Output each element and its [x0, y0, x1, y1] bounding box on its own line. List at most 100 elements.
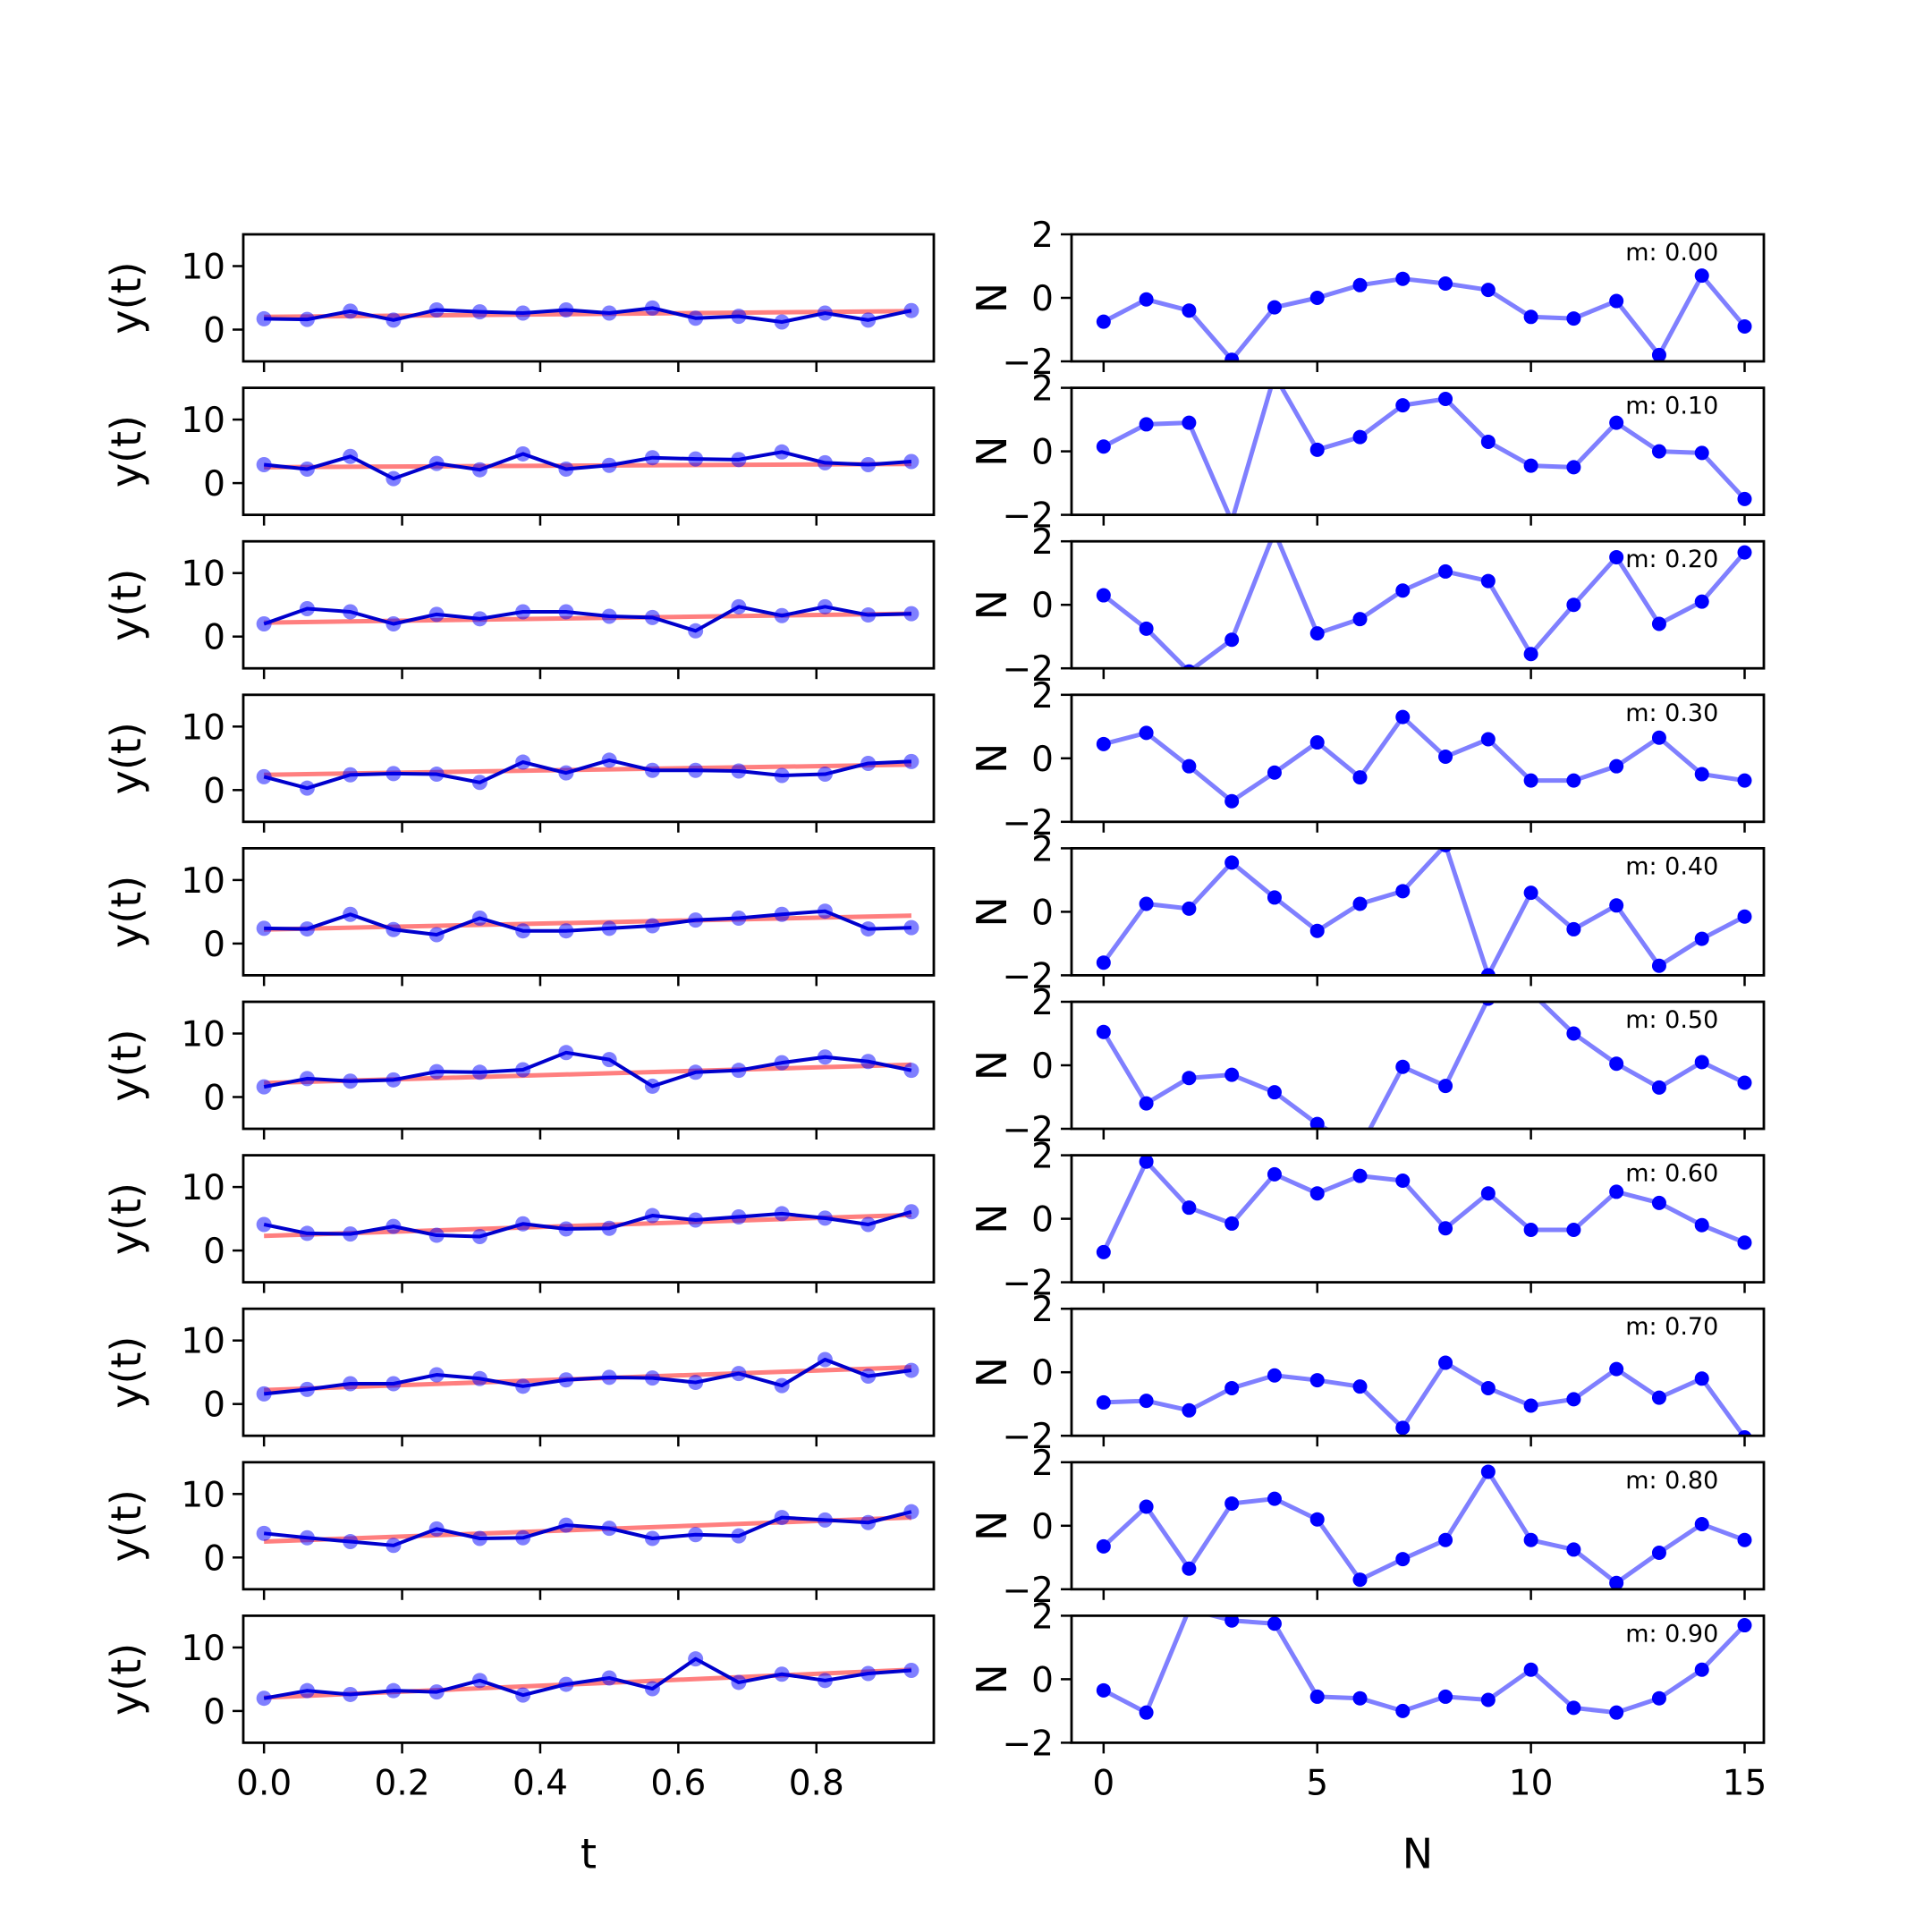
y-tick-label: 0 [1031, 740, 1054, 780]
data-point [1523, 309, 1538, 325]
series-line [1101, 1159, 1746, 1253]
data-point [1395, 1420, 1411, 1436]
x-tick-label: 0 [1092, 1763, 1114, 1803]
data-point [428, 1063, 445, 1080]
panel-annotation: m: 0.00 [1625, 239, 1718, 267]
data-point [1523, 886, 1538, 901]
data-point [1609, 1575, 1624, 1589]
data-point [1139, 1096, 1154, 1111]
timeseries-plot-area [256, 444, 919, 487]
series-line [1102, 387, 1747, 515]
timeseries-panel-5: 0 10 y(t) [102, 847, 936, 987]
data-point [688, 1651, 704, 1667]
data-point [471, 462, 487, 478]
y-axis-label: N [968, 283, 1016, 313]
data-point [774, 906, 790, 922]
data-point [1395, 884, 1411, 899]
y-axis-label: y(t) [102, 1336, 150, 1409]
y-tick-label: 0 [203, 311, 225, 352]
data-point [256, 1079, 272, 1095]
data-point [1139, 621, 1154, 636]
data-point [1309, 291, 1325, 305]
data-point [1480, 1186, 1496, 1201]
y-axis-label: y(t) [102, 261, 150, 334]
data-point [386, 470, 402, 487]
data-point [558, 1676, 574, 1692]
timeseries-panel-3: 0 10 y(t) [102, 539, 936, 680]
data-point [1352, 1168, 1368, 1183]
data-point [860, 1054, 877, 1070]
data-point [1182, 1402, 1197, 1418]
data-point [1523, 1398, 1538, 1413]
spectrum-plot-area [1096, 709, 1752, 809]
timeseries-panel-6: 0 10 y(t) [102, 1000, 936, 1140]
data-point [343, 303, 359, 319]
y-tick-label: 10 [181, 1322, 225, 1362]
x-axis-label: t [580, 1829, 597, 1877]
series-line [1102, 541, 1747, 669]
data-point [1224, 1615, 1240, 1628]
data-point [1395, 583, 1411, 598]
data-point [1651, 444, 1666, 459]
y-tick-label: 2 [1031, 983, 1054, 1023]
data-point [1395, 271, 1411, 286]
data-point [644, 300, 660, 316]
y-axis-label: y(t) [102, 876, 150, 948]
y-tick-label: 0 [1031, 1046, 1054, 1087]
y-axis-label: y(t) [102, 1489, 150, 1562]
data-point [860, 1216, 877, 1233]
data-point [1609, 1184, 1624, 1199]
data-point [1438, 1079, 1453, 1094]
data-point [386, 1072, 402, 1088]
series-line [1102, 1469, 1746, 1586]
data-point [1267, 1368, 1282, 1383]
timeseries-plot-area [256, 1651, 919, 1707]
data-point [731, 309, 747, 325]
fit-line [264, 611, 911, 625]
y-tick-label: 10 [181, 708, 225, 748]
y-axis-label: N [968, 1203, 1016, 1233]
data-point [428, 455, 445, 471]
data-point [256, 310, 272, 326]
data-point [644, 918, 660, 934]
data-point [515, 305, 531, 321]
axes-frame [242, 1461, 936, 1591]
data-point [1609, 758, 1624, 774]
y-tick-label: 10 [181, 861, 225, 902]
data-point [1309, 1689, 1325, 1704]
axes-frame [242, 1614, 936, 1744]
y-tick-label: 2 [1031, 1290, 1054, 1330]
data-point [1352, 612, 1368, 627]
data-point [1609, 415, 1624, 430]
data-point [1438, 848, 1453, 852]
y-tick-label: 0 [203, 925, 225, 965]
y-tick-label: 0 [203, 1692, 225, 1733]
y-axis-label: N [968, 436, 1016, 466]
spectrum-plot-area [1096, 1615, 1752, 1720]
data-point [688, 1375, 704, 1391]
timeseries-plot-area [256, 1204, 919, 1244]
data-point [1523, 1223, 1538, 1238]
data-point [343, 448, 359, 464]
y-axis-label: y(t) [102, 415, 150, 487]
data-point [688, 762, 704, 778]
axes-frame [242, 847, 936, 977]
data-point [774, 1055, 790, 1071]
data-point [1694, 1517, 1709, 1532]
data-point [774, 767, 790, 784]
data-point [644, 609, 660, 625]
data-point [1480, 732, 1496, 747]
data-point [1438, 276, 1453, 292]
data-point [1182, 1200, 1197, 1216]
y-tick-label: −2 [1003, 649, 1055, 690]
axes-frame [242, 1154, 936, 1284]
data-point [558, 1517, 574, 1533]
y-tick-label: 0 [203, 1232, 225, 1272]
data-point [1096, 1024, 1111, 1039]
series-line [1103, 1360, 1747, 1436]
data-point [1352, 1572, 1368, 1588]
data-point [1395, 709, 1411, 724]
data-point [817, 454, 833, 470]
data-point [343, 1376, 359, 1392]
data-point [903, 1362, 919, 1378]
